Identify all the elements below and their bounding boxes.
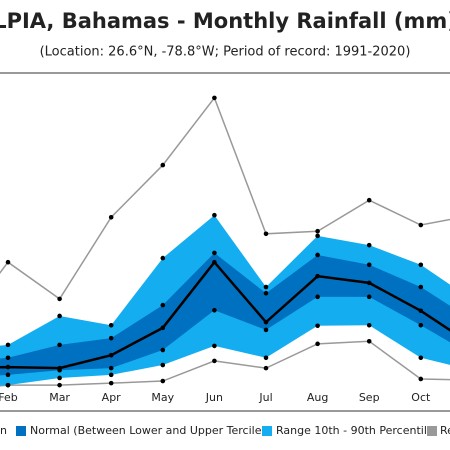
point [212, 250, 217, 256]
point [5, 382, 11, 388]
point [263, 327, 269, 333]
point [366, 322, 372, 328]
x-tick-label: May [151, 391, 174, 404]
x-tick-label: Jul [258, 391, 272, 404]
point [418, 308, 424, 314]
point [57, 382, 62, 388]
point [315, 294, 320, 300]
point [160, 162, 166, 168]
point [212, 212, 217, 218]
point [108, 335, 114, 341]
legend-swatch [16, 426, 26, 436]
legend-label: n [0, 424, 7, 437]
point [315, 341, 320, 347]
point [160, 255, 166, 261]
point [57, 375, 62, 381]
point [418, 322, 424, 328]
point [5, 259, 11, 265]
point [315, 273, 320, 279]
point [212, 358, 217, 364]
point [366, 294, 372, 300]
point [263, 355, 269, 361]
point [263, 365, 269, 371]
legend-swatch [427, 426, 437, 436]
point [160, 302, 166, 308]
point [212, 343, 217, 349]
point [263, 319, 269, 325]
normal-band [0, 252, 450, 376]
point [366, 262, 372, 268]
point [5, 342, 11, 348]
plot: Feb Mar Apr May Jun Jul Aug Sep Oct [0, 95, 450, 404]
x-tick-label: Oct [411, 391, 431, 404]
point [57, 313, 62, 319]
point [315, 233, 320, 239]
x-tick-label: Jun [205, 391, 223, 404]
point [315, 252, 320, 258]
point [212, 95, 217, 101]
point [108, 380, 114, 386]
point [212, 307, 217, 313]
point [315, 323, 320, 329]
point [5, 372, 11, 378]
point [418, 355, 424, 361]
point [418, 376, 424, 382]
point [212, 259, 217, 265]
point [57, 296, 62, 302]
point [418, 222, 424, 228]
point [108, 365, 114, 371]
point [418, 262, 424, 268]
chart-title: LPIA, Bahamas - Monthly Rainfall (mm) [0, 9, 450, 33]
point [57, 365, 62, 371]
chart-subtitle: (Location: 26.6°N, -78.8°W; Period of re… [40, 45, 411, 60]
x-tick-label: Feb [0, 391, 18, 404]
point [315, 228, 320, 234]
x-tick-label: Sep [359, 391, 380, 404]
point [366, 197, 372, 203]
point [418, 284, 424, 290]
point [160, 347, 166, 353]
x-tick-label: Mar [49, 391, 70, 404]
point [366, 280, 372, 286]
point [5, 355, 11, 361]
point [263, 231, 269, 237]
point [160, 325, 166, 331]
point [263, 284, 269, 290]
point [108, 372, 114, 378]
legend-label: Re [440, 424, 450, 437]
point [108, 322, 114, 328]
point [57, 342, 62, 348]
x-tick-label: Apr [102, 391, 122, 404]
legend-swatch [262, 426, 272, 436]
point [366, 242, 372, 248]
point [108, 352, 114, 358]
point [160, 362, 166, 368]
legend: n Normal (Between Lower and Upper Tercile… [0, 424, 450, 437]
point [108, 214, 114, 220]
point [366, 338, 372, 344]
legend-label: Normal (Between Lower and Upper Tercile) [30, 424, 266, 437]
x-tick-label: Aug [307, 391, 328, 404]
point [160, 378, 166, 384]
legend-label: Range 10th - 90th Percentile [276, 424, 434, 437]
point [263, 290, 269, 296]
point [5, 364, 11, 370]
